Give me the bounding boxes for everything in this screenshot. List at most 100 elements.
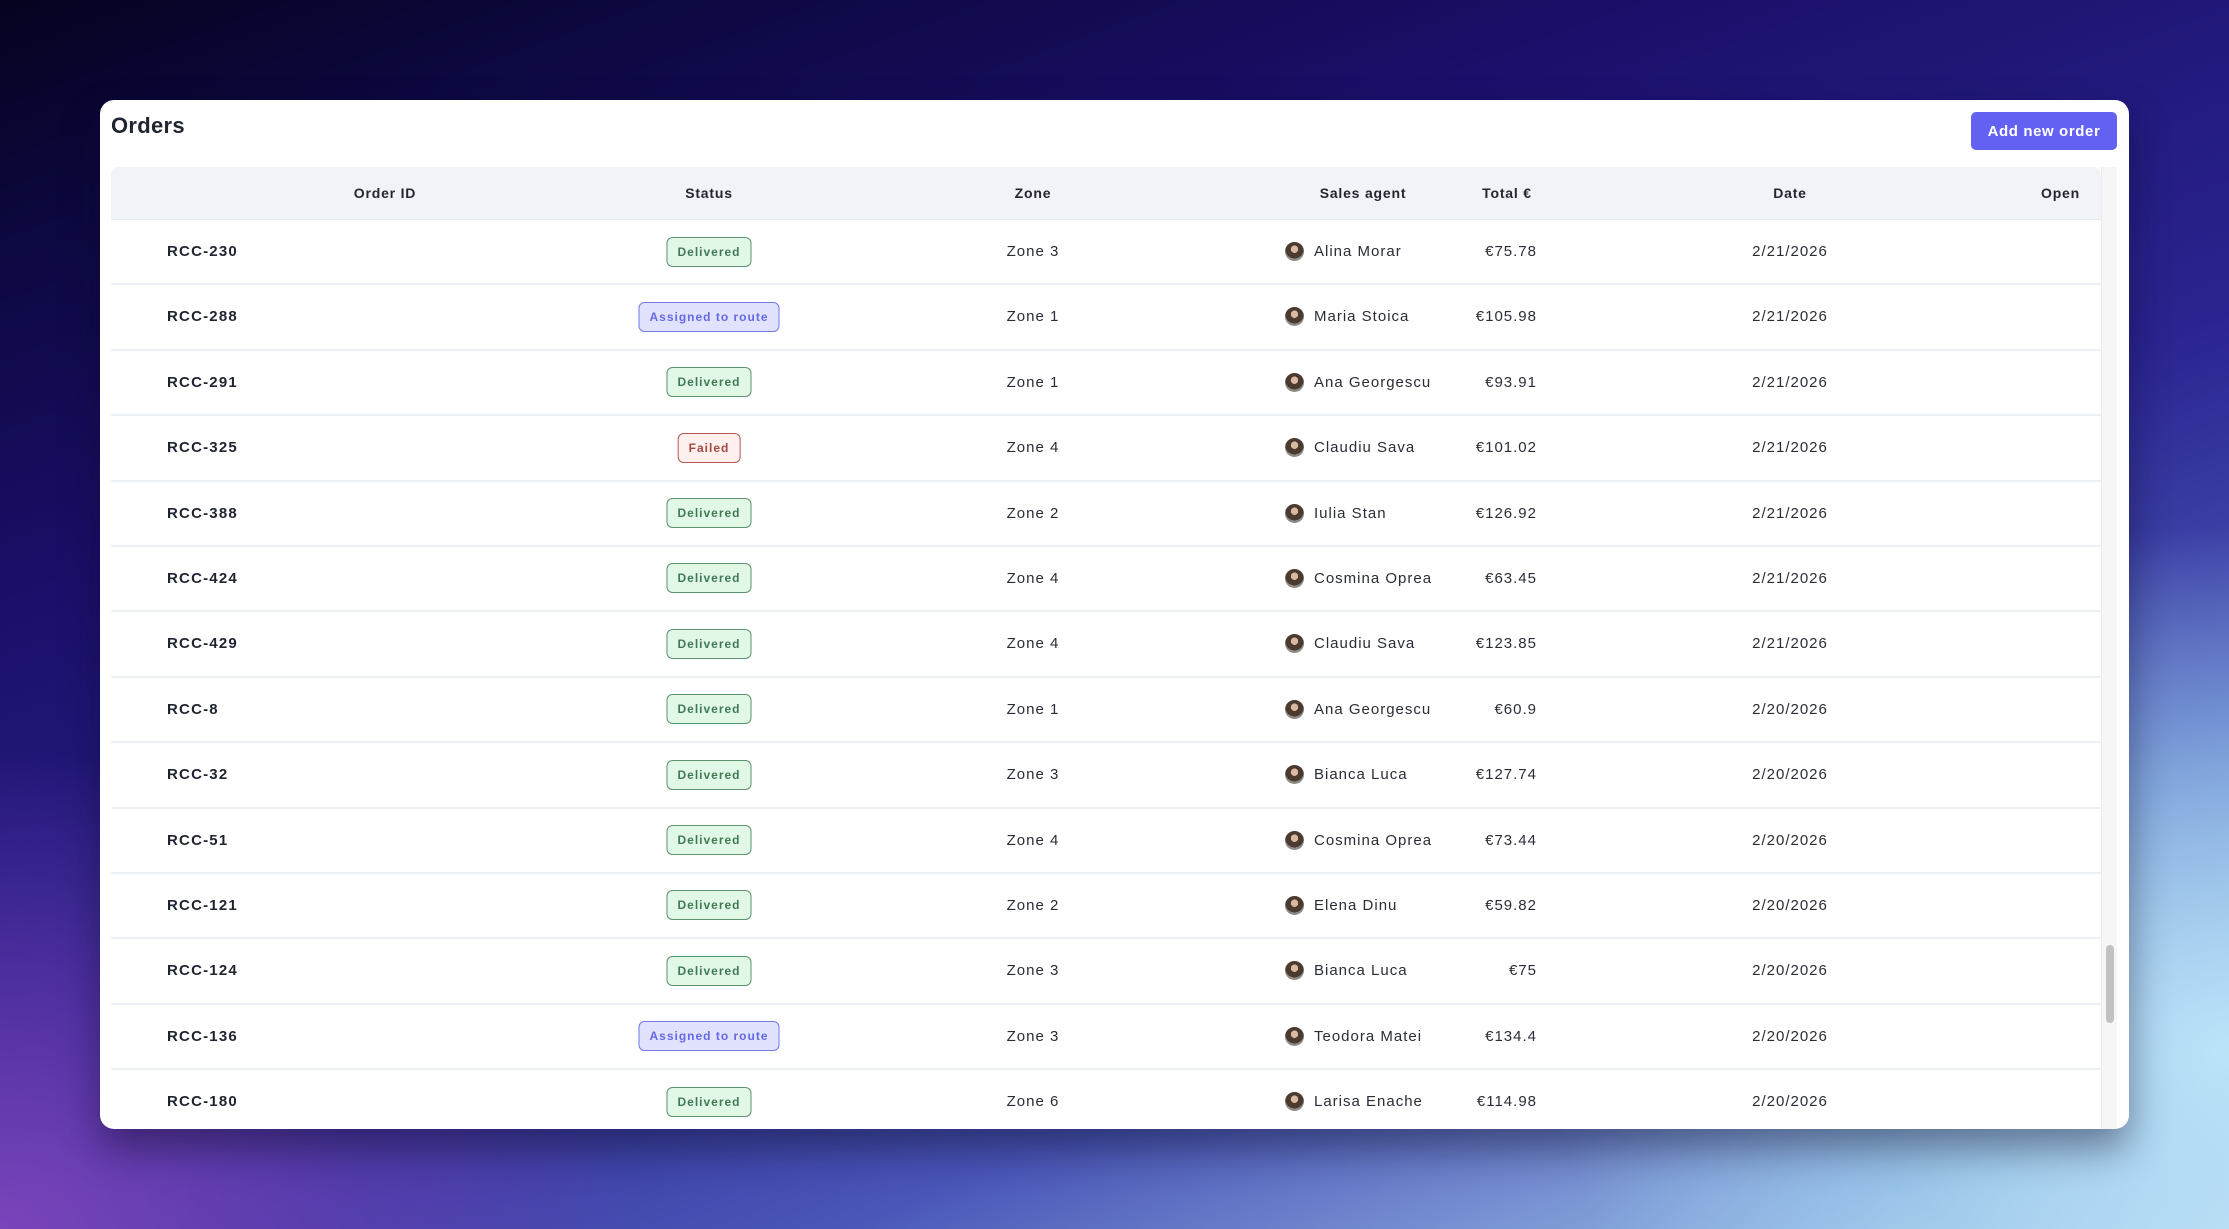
- status-badge: Assigned to route: [638, 301, 780, 332]
- zone-cell: Zone 4: [1006, 569, 1060, 587]
- order-id-cell: RCC-32: [167, 766, 229, 784]
- agent-name: Elena Dinu: [1314, 896, 1398, 914]
- agent-avatar: [1285, 830, 1304, 850]
- zone-cell: Zone 4: [1006, 439, 1060, 457]
- table-row[interactable]: RCC-429 Delivered Zone 4 Claudiu Sava €1…: [111, 612, 2101, 678]
- agent-avatar: [1285, 503, 1304, 523]
- table-row[interactable]: RCC-51 Delivered Zone 4 Cosmina Oprea €7…: [111, 809, 2101, 874]
- sales-agent-cell: Bianca Luca: [1285, 743, 1408, 806]
- zone-cell: Zone 3: [1006, 1027, 1060, 1045]
- sales-agent-cell: Alina Morar: [1285, 220, 1402, 283]
- table-row[interactable]: RCC-424 Delivered Zone 4 Cosmina Oprea €…: [111, 547, 2101, 613]
- sales-agent-cell: Cosmina Oprea: [1285, 547, 1432, 610]
- table-row[interactable]: RCC-32 Delivered Zone 3 Bianca Luca €127…: [111, 743, 2101, 809]
- status-cell: Delivered: [666, 351, 752, 414]
- add-new-order-button[interactable]: Add new order: [1971, 112, 2117, 150]
- scrollbar-thumb[interactable]: [2106, 945, 2114, 1023]
- column-header-total[interactable]: Total €: [1482, 185, 1532, 201]
- table-row[interactable]: RCC-121 Delivered Zone 2 Elena Dinu €59.…: [111, 874, 2101, 940]
- agent-name: Alina Morar: [1314, 243, 1402, 260]
- agent-avatar: [1285, 307, 1304, 327]
- sales-agent-cell: Maria Stoica: [1285, 285, 1409, 348]
- total-cell: €75: [1508, 962, 1537, 980]
- date-cell: 2/21/2026: [1752, 243, 1828, 260]
- sales-agent-cell: Claudiu Sava: [1285, 416, 1415, 479]
- agent-name: Bianca Luca: [1314, 962, 1408, 980]
- total-cell: €63.45: [1485, 569, 1537, 587]
- agent-avatar: [1285, 1092, 1304, 1112]
- table-row[interactable]: RCC-136 Assigned to route Zone 3 Teodora…: [111, 1005, 2101, 1071]
- total-cell: €134.4: [1485, 1027, 1537, 1045]
- status-cell: Delivered: [666, 874, 752, 937]
- table-row[interactable]: RCC-8 Delivered Zone 1 Ana Georgescu €60…: [111, 678, 2101, 744]
- zone-cell: Zone 1: [1006, 308, 1060, 326]
- table-row[interactable]: RCC-388 Delivered Zone 2 Iulia Stan €126…: [111, 482, 2101, 547]
- status-cell: Delivered: [666, 809, 752, 872]
- zone-cell: Zone 2: [1006, 896, 1060, 914]
- column-header-order-id[interactable]: Order ID: [353, 185, 417, 201]
- table-row[interactable]: RCC-124 Delivered Zone 3 Bianca Luca €75…: [111, 939, 2101, 1005]
- status-badge: Delivered: [666, 498, 752, 529]
- status-cell: Delivered: [666, 1070, 752, 1129]
- zone-cell: Zone 2: [1006, 504, 1060, 522]
- order-id-cell: RCC-429: [167, 635, 238, 653]
- zone-cell: Zone 3: [1006, 766, 1060, 784]
- status-badge: Delivered: [666, 236, 752, 267]
- total-cell: €60.9: [1494, 700, 1537, 718]
- orders-table-container: Order ID Status Zone Sales agent Total €…: [111, 167, 2117, 1129]
- order-id-cell: RCC-8: [167, 700, 219, 718]
- agent-avatar: [1285, 242, 1304, 261]
- zone-cell: Zone 3: [1006, 243, 1060, 260]
- agent-avatar: [1285, 961, 1304, 981]
- column-header-open: Open: [2041, 185, 2080, 201]
- agent-name: Ana Georgescu: [1314, 373, 1432, 391]
- column-header-sales-agent[interactable]: Sales agent: [1319, 185, 1407, 201]
- status-cell: Failed: [677, 416, 741, 479]
- date-cell: 2/21/2026: [1752, 504, 1828, 522]
- date-cell: 2/21/2026: [1752, 439, 1828, 457]
- total-cell: €114.98: [1476, 1093, 1537, 1111]
- agent-name: Ana Georgescu: [1314, 700, 1432, 718]
- status-badge: Delivered: [666, 1086, 752, 1117]
- status-badge: Delivered: [666, 367, 752, 398]
- order-id-cell: RCC-325: [167, 439, 238, 457]
- sales-agent-cell: Claudiu Sava: [1285, 612, 1415, 675]
- column-header-zone[interactable]: Zone: [1014, 185, 1052, 201]
- order-id-cell: RCC-180: [167, 1093, 238, 1111]
- agent-avatar: [1285, 699, 1304, 719]
- agent-name: Cosmina Oprea: [1314, 831, 1433, 849]
- column-header-status[interactable]: Status: [685, 185, 733, 201]
- vertical-scrollbar[interactable]: [2101, 167, 2117, 1129]
- sales-agent-cell: Iulia Stan: [1285, 482, 1387, 545]
- order-id-cell: RCC-51: [167, 831, 229, 849]
- order-id-cell: RCC-121: [167, 896, 238, 914]
- zone-cell: Zone 4: [1006, 635, 1060, 653]
- status-badge: Delivered: [666, 890, 752, 921]
- sales-agent-cell: Bianca Luca: [1285, 939, 1408, 1002]
- table-row[interactable]: RCC-325 Failed Zone 4 Claudiu Sava €101.…: [111, 416, 2101, 482]
- status-cell: Assigned to route: [638, 1005, 780, 1068]
- agent-avatar: [1285, 438, 1304, 458]
- total-cell: €105.98: [1475, 308, 1537, 326]
- table-body: RCC-230 Delivered Zone 3 Alina Morar €75…: [111, 220, 2101, 1129]
- status-badge: Delivered: [666, 563, 752, 594]
- order-id-cell: RCC-291: [167, 373, 238, 391]
- agent-name: Bianca Luca: [1314, 766, 1408, 784]
- table-row[interactable]: RCC-291 Delivered Zone 1 Ana Georgescu €…: [111, 351, 2101, 417]
- total-cell: €73.44: [1485, 831, 1537, 849]
- status-cell: Delivered: [666, 547, 752, 610]
- order-id-cell: RCC-124: [167, 962, 238, 980]
- sales-agent-cell: Ana Georgescu: [1285, 678, 1431, 741]
- column-header-date[interactable]: Date: [1773, 185, 1807, 201]
- table-row[interactable]: RCC-288 Assigned to route Zone 1 Maria S…: [111, 285, 2101, 351]
- date-cell: 2/21/2026: [1752, 373, 1828, 391]
- table-row[interactable]: RCC-180 Delivered Zone 6 Larisa Enache €…: [111, 1070, 2101, 1129]
- zone-cell: Zone 1: [1006, 700, 1060, 718]
- status-badge: Delivered: [666, 825, 752, 856]
- status-cell: Delivered: [666, 939, 752, 1002]
- sales-agent-cell: Teodora Matei: [1285, 1005, 1422, 1068]
- agent-name: Claudiu Sava: [1314, 439, 1416, 457]
- table-row[interactable]: RCC-230 Delivered Zone 3 Alina Morar €75…: [111, 220, 2101, 286]
- status-badge: Assigned to route: [638, 1021, 780, 1052]
- date-cell: 2/20/2026: [1752, 831, 1828, 849]
